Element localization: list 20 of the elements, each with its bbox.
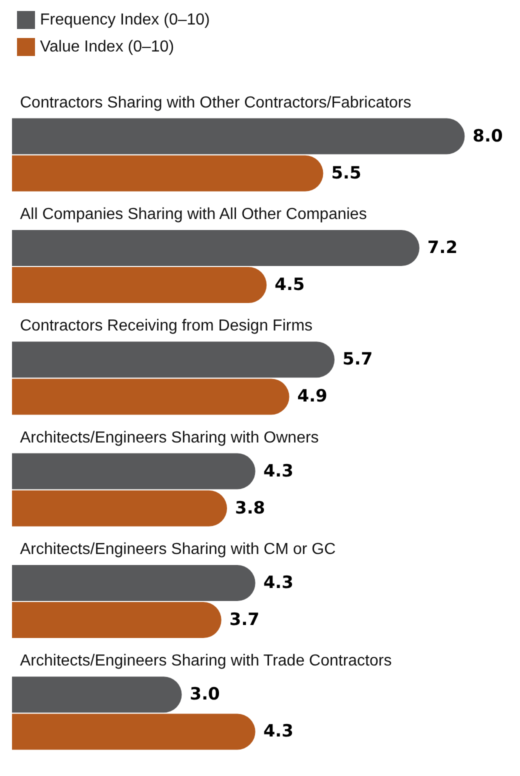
y-tick-label: Architects/Engineers Sharing with Owners (20, 429, 319, 446)
y-tick-label: All Companies Sharing with All Other Companies (20, 206, 367, 223)
data-label: 4.5 (274, 275, 305, 296)
data-label: 3.8 (235, 498, 266, 518)
data-label: 4.3 (263, 722, 294, 742)
data-label: 4.9 (297, 386, 328, 407)
legend-label: Frequency Index (0–10) (40, 12, 210, 28)
data-label: 3.0 (190, 684, 220, 705)
y-tick-label: Architects/Engineers Sharing with Trade Contractors (20, 652, 392, 670)
y-tick-label: Contractors Receiving from Design Firms (20, 318, 313, 335)
data-label: 5.5 (331, 163, 362, 184)
data-label: 3.7 (229, 610, 260, 630)
data-label: 4.3 (263, 461, 294, 482)
data-label: 5.7 (342, 350, 373, 370)
legend-label: Value Index (0–10) (40, 38, 174, 56)
y-tick-label: Architects/Engineers Sharing with CM or GC (20, 541, 336, 558)
data-label: 7.2 (427, 238, 458, 258)
y-tick-label: Contractors Sharing with Other Contractors/Fabricators (20, 94, 412, 112)
data-label: 8.0 (472, 126, 503, 146)
data-label: 4.3 (263, 572, 294, 593)
